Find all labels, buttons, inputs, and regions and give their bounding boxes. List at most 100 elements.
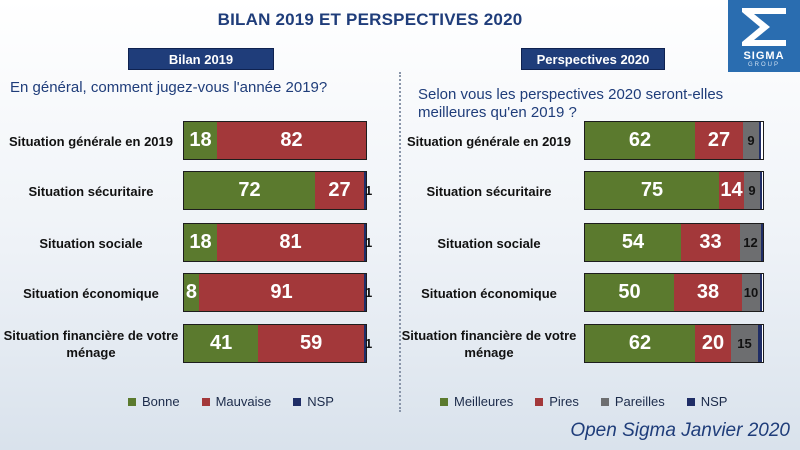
legend-swatch-nsp xyxy=(293,397,302,406)
data-label-nsp-situation-securitaire: 1 xyxy=(365,183,373,198)
bar-row-situation-securitaire: 72 27 xyxy=(183,171,367,210)
category-label-situation-sociale: Situation sociale xyxy=(39,235,143,251)
legend-swatch-mauvaise xyxy=(201,397,210,406)
sigma-icon xyxy=(742,8,786,46)
category-label-situation-sociale: Situation sociale xyxy=(437,235,541,251)
bar-bonne-situation-sociale: 18 xyxy=(184,224,217,261)
bar-row-situation-sociale: 54 33 12 xyxy=(584,223,764,262)
legend-swatch-pires xyxy=(535,397,544,406)
bar-pareilles-situation-generale-en-2019: 9 xyxy=(743,122,759,159)
legend-label-nsp: NSP xyxy=(307,394,334,409)
data-label-meilleures-situation-generale-en-2019: 62 xyxy=(628,129,652,151)
legend-label-bonne: Bonne xyxy=(142,394,180,409)
data-label-pareilles-situation-securitaire: 9 xyxy=(748,183,756,198)
data-label-mauvaise-situation-financiere-de-votre-menage: 59 xyxy=(299,332,323,354)
legend-item-nsp: NSP xyxy=(686,394,728,409)
bar-row-situation-economique: 50 38 10 xyxy=(584,273,764,312)
bar-row-situation-financiere-de-votre-menage: 41 59 xyxy=(183,324,367,363)
logo-name: SIGMA xyxy=(743,50,785,62)
data-label-pires-situation-sociale: 33 xyxy=(699,231,722,253)
bar-pareilles-situation-financiere-de-votre-menage: 15 xyxy=(731,325,758,362)
data-label-meilleures-situation-securitaire: 75 xyxy=(640,179,664,201)
data-label-pareilles-situation-generale-en-2019: 9 xyxy=(747,133,755,148)
bar-nsp-situation-financiere-de-votre-menage xyxy=(364,325,367,362)
data-label-nsp-situation-financiere-de-votre-menage: 1 xyxy=(365,336,373,351)
bar-pareilles-situation-sociale: 12 xyxy=(740,224,761,261)
bar-pires-situation-financiere-de-votre-menage: 20 xyxy=(695,325,731,362)
legend-swatch-meilleures xyxy=(440,397,448,406)
data-label-pires-situation-generale-en-2019: 27 xyxy=(707,129,731,151)
data-label-pareilles-situation-economique: 10 xyxy=(743,285,759,300)
section-tag-bilan: Bilan 2019 xyxy=(128,48,274,70)
legend-item-pires: Pires xyxy=(535,394,579,409)
category-label-situation-economique: Situation économique xyxy=(23,285,159,301)
footer-caption: Open Sigma Janvier 2020 xyxy=(570,420,790,441)
legend-item-pareilles: Pareilles xyxy=(600,394,665,409)
bar-nsp-situation-economique xyxy=(760,274,762,311)
bar-meilleures-situation-securitaire: 75 xyxy=(585,172,719,209)
bar-pires-situation-generale-en-2019: 27 xyxy=(695,122,743,159)
legend-swatch-nsp xyxy=(686,397,695,406)
category-label-situation-financiere-de-votre-menage: Situation financière de votre ménage xyxy=(3,328,179,360)
bar-row-situation-financiere-de-votre-menage: 62 20 15 xyxy=(584,324,764,363)
data-label-nsp-situation-sociale: 1 xyxy=(365,235,373,250)
bar-nsp-situation-sociale xyxy=(761,224,763,261)
bar-bonne-situation-economique: 8 xyxy=(184,274,199,311)
data-label-bonne-situation-generale-en-2019: 18 xyxy=(189,129,212,151)
category-label-situation-generale-en-2019: Situation générale en 2019 xyxy=(406,133,571,149)
legend-item-mauvaise: Mauvaise xyxy=(201,394,271,409)
panel-divider xyxy=(399,72,401,412)
data-label-nsp-situation-economique: 1 xyxy=(365,285,373,300)
bar-mauvaise-situation-economique: 91 xyxy=(198,274,365,311)
bar-nsp-situation-securitaire xyxy=(364,172,366,209)
data-label-meilleures-situation-financiere-de-votre-menage: 62 xyxy=(628,332,652,354)
category-label-situation-securitaire: Situation sécuritaire xyxy=(28,183,154,199)
bar-bonne-situation-financiere-de-votre-menage: 41 xyxy=(184,325,259,362)
bar-meilleures-situation-economique: 50 xyxy=(585,274,674,311)
bar-row-situation-economique: 8 91 xyxy=(183,273,367,312)
bar-mauvaise-situation-securitaire: 27 xyxy=(315,172,364,209)
legend-label-nsp: NSP xyxy=(700,394,728,409)
bar-row-situation-generale-en-2019: 62 27 9 xyxy=(584,121,764,160)
legend-label-meilleures: Meilleures xyxy=(454,394,514,409)
data-label-mauvaise-situation-sociale: 81 xyxy=(279,231,302,253)
category-label-situation-securitaire: Situation sécuritaire xyxy=(426,183,552,199)
bar-pareilles-situation-economique: 10 xyxy=(742,274,760,311)
data-label-bonne-situation-economique: 8 xyxy=(185,281,198,303)
legend-label-pires: Pires xyxy=(549,394,579,409)
data-label-meilleures-situation-economique: 50 xyxy=(618,281,641,303)
bar-mauvaise-situation-sociale: 81 xyxy=(217,224,364,261)
bar-meilleures-situation-sociale: 54 xyxy=(585,224,681,261)
category-label-situation-financiere-de-votre-menage: Situation financière de votre ménage xyxy=(401,328,577,360)
bar-bonne-situation-generale-en-2019: 18 xyxy=(184,122,217,159)
question-bilan: En général, comment jugez-vous l'année 2… xyxy=(10,79,328,96)
bar-bonne-situation-securitaire: 72 xyxy=(184,172,315,209)
category-label-situation-economique: Situation économique xyxy=(421,285,557,301)
data-label-mauvaise-situation-securitaire: 27 xyxy=(328,179,351,201)
data-label-bonne-situation-securitaire: 72 xyxy=(238,179,261,201)
legend-bilan: Bonne Mauvaise NSP xyxy=(128,394,350,409)
bar-meilleures-situation-financiere-de-votre-menage: 62 xyxy=(585,325,695,362)
legend-swatch-pareilles xyxy=(600,397,609,406)
bar-meilleures-situation-generale-en-2019: 62 xyxy=(585,122,695,159)
data-label-mauvaise-situation-economique: 91 xyxy=(270,281,293,303)
legend-item-meilleures: Meilleures xyxy=(440,394,513,409)
data-label-pires-situation-financiere-de-votre-menage: 20 xyxy=(701,332,725,354)
bar-nsp-situation-sociale xyxy=(364,224,366,261)
bar-row-situation-generale-en-2019: 18 82 xyxy=(183,121,367,160)
bar-pires-situation-economique: 38 xyxy=(674,274,742,311)
bar-nsp-situation-generale-en-2019 xyxy=(759,122,761,159)
bar-pires-situation-sociale: 33 xyxy=(681,224,740,261)
data-label-bonne-situation-sociale: 18 xyxy=(189,231,212,253)
bar-mauvaise-situation-financiere-de-votre-menage: 59 xyxy=(258,325,365,362)
bar-pires-situation-securitaire: 14 xyxy=(719,172,744,209)
bar-nsp-situation-economique xyxy=(364,274,366,311)
legend-item-bonne: Bonne xyxy=(128,394,180,409)
data-label-mauvaise-situation-generale-en-2019: 82 xyxy=(280,129,303,151)
data-label-bonne-situation-financiere-de-votre-menage: 41 xyxy=(209,332,233,354)
bar-mauvaise-situation-generale-en-2019: 82 xyxy=(217,122,366,159)
page-title: BILAN 2019 ET PERSPECTIVES 2020 xyxy=(217,10,523,29)
data-label-meilleures-situation-sociale: 54 xyxy=(621,231,645,253)
bar-row-situation-securitaire: 75 14 9 xyxy=(584,171,764,210)
section-tag-perspectives: Perspectives 2020 xyxy=(521,48,665,70)
